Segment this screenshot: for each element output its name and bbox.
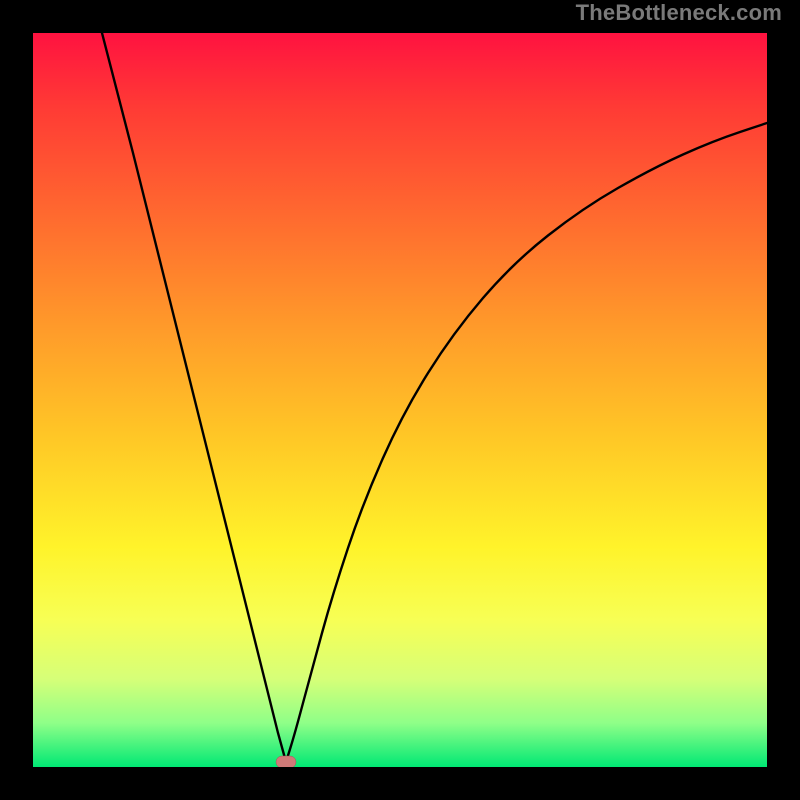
chart-frame: TheBottleneck.com [0, 0, 800, 800]
gradient-background [33, 33, 767, 767]
plot-area [33, 33, 767, 767]
minimum-marker [276, 756, 296, 767]
watermark-label: TheBottleneck.com [576, 0, 782, 26]
